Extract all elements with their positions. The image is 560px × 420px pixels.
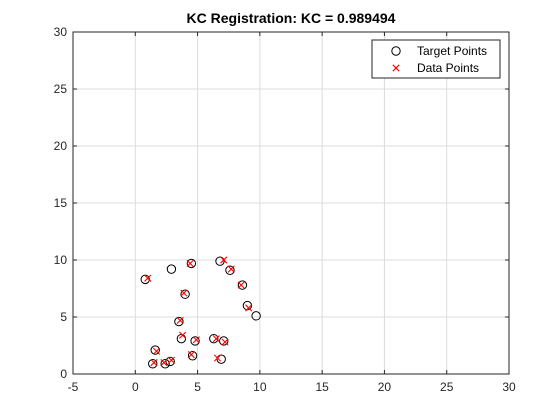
y-tick-label: 10 — [54, 253, 68, 267]
data-point-stroke-b — [160, 359, 168, 367]
data-point-stroke-b — [220, 256, 228, 264]
legend-items: Target Points Data Points — [391, 44, 487, 75]
x-tick-label: 15 — [315, 380, 329, 394]
data-point-stroke-b — [245, 304, 253, 312]
data-point — [150, 359, 158, 367]
data-point — [167, 356, 176, 364]
data-point-stroke-b — [144, 274, 152, 282]
y-tick-label: 30 — [54, 25, 68, 39]
data-point-stroke-b — [180, 289, 188, 297]
x-tick-label: 5 — [194, 380, 201, 394]
data-point — [192, 336, 200, 344]
data-point-stroke-b — [213, 354, 222, 362]
data-point-stroke-b — [221, 338, 229, 346]
series-data-points — [144, 256, 253, 367]
x-tick-label: 10 — [253, 380, 267, 394]
legend-box — [371, 39, 501, 79]
legend-marker-stroke-b — [392, 64, 400, 72]
legend: Target Points Data Points — [371, 39, 501, 79]
y-tick-label: 25 — [54, 82, 68, 96]
legend-marker — [392, 64, 400, 72]
data-point — [180, 289, 188, 297]
target-point — [219, 336, 229, 346]
series-target-points — [140, 256, 261, 369]
target-point — [251, 311, 261, 321]
data-point-stroke-b — [167, 356, 176, 364]
data-point-stroke-b — [179, 331, 187, 339]
y-tick-label: 0 — [60, 367, 67, 381]
target-point — [187, 351, 198, 361]
target-point — [190, 336, 200, 346]
legend-label: Target Points — [417, 44, 487, 58]
target-point — [166, 264, 177, 274]
axis-ticks — [72, 31, 510, 375]
data-point — [176, 316, 184, 325]
data-point — [213, 354, 222, 362]
data-point — [186, 259, 194, 268]
chart-title: KC Registration: KC = 0.989494 — [187, 10, 396, 26]
data-point-stroke-b — [237, 281, 245, 289]
x-tick-label: 20 — [378, 380, 392, 394]
data-point — [237, 281, 245, 289]
data-point — [160, 359, 168, 367]
target-point — [225, 265, 235, 275]
target-point — [174, 316, 184, 327]
data-point — [220, 256, 228, 264]
data-point-stroke-b — [152, 347, 161, 355]
x-tick-label: -5 — [68, 380, 79, 394]
target-point — [237, 280, 248, 290]
data-point-stroke-b — [176, 316, 184, 325]
data-point — [152, 347, 161, 355]
data-point-stroke-b — [192, 336, 200, 344]
data-point — [144, 274, 152, 282]
y-tick-label: 20 — [54, 139, 68, 153]
data-point — [179, 331, 187, 339]
target-point — [165, 356, 175, 367]
data-point — [245, 304, 253, 312]
target-point — [148, 359, 158, 369]
data-point — [212, 335, 220, 343]
target-point — [186, 258, 197, 269]
target-point — [180, 289, 190, 299]
x-tick-label: 30 — [502, 380, 516, 394]
legend-marker — [391, 46, 401, 56]
y-tick-label: 15 — [54, 196, 68, 210]
data-point-stroke-b — [212, 335, 220, 343]
target-point — [150, 345, 160, 355]
y-tick-label: 5 — [60, 310, 67, 324]
legend-label: Data Points — [417, 61, 479, 75]
data-point — [187, 351, 195, 359]
x-tick-label: 25 — [440, 380, 454, 394]
target-point — [160, 359, 170, 369]
data-point — [221, 338, 229, 346]
data-point — [227, 265, 235, 273]
plot-marks — [140, 256, 261, 369]
data-point-stroke-b — [186, 259, 194, 268]
target-point — [209, 333, 219, 344]
data-point-stroke-b — [187, 351, 195, 359]
data-point-stroke-b — [150, 359, 158, 367]
x-tick-label: 0 — [132, 380, 139, 394]
data-point-stroke-b — [227, 265, 235, 273]
